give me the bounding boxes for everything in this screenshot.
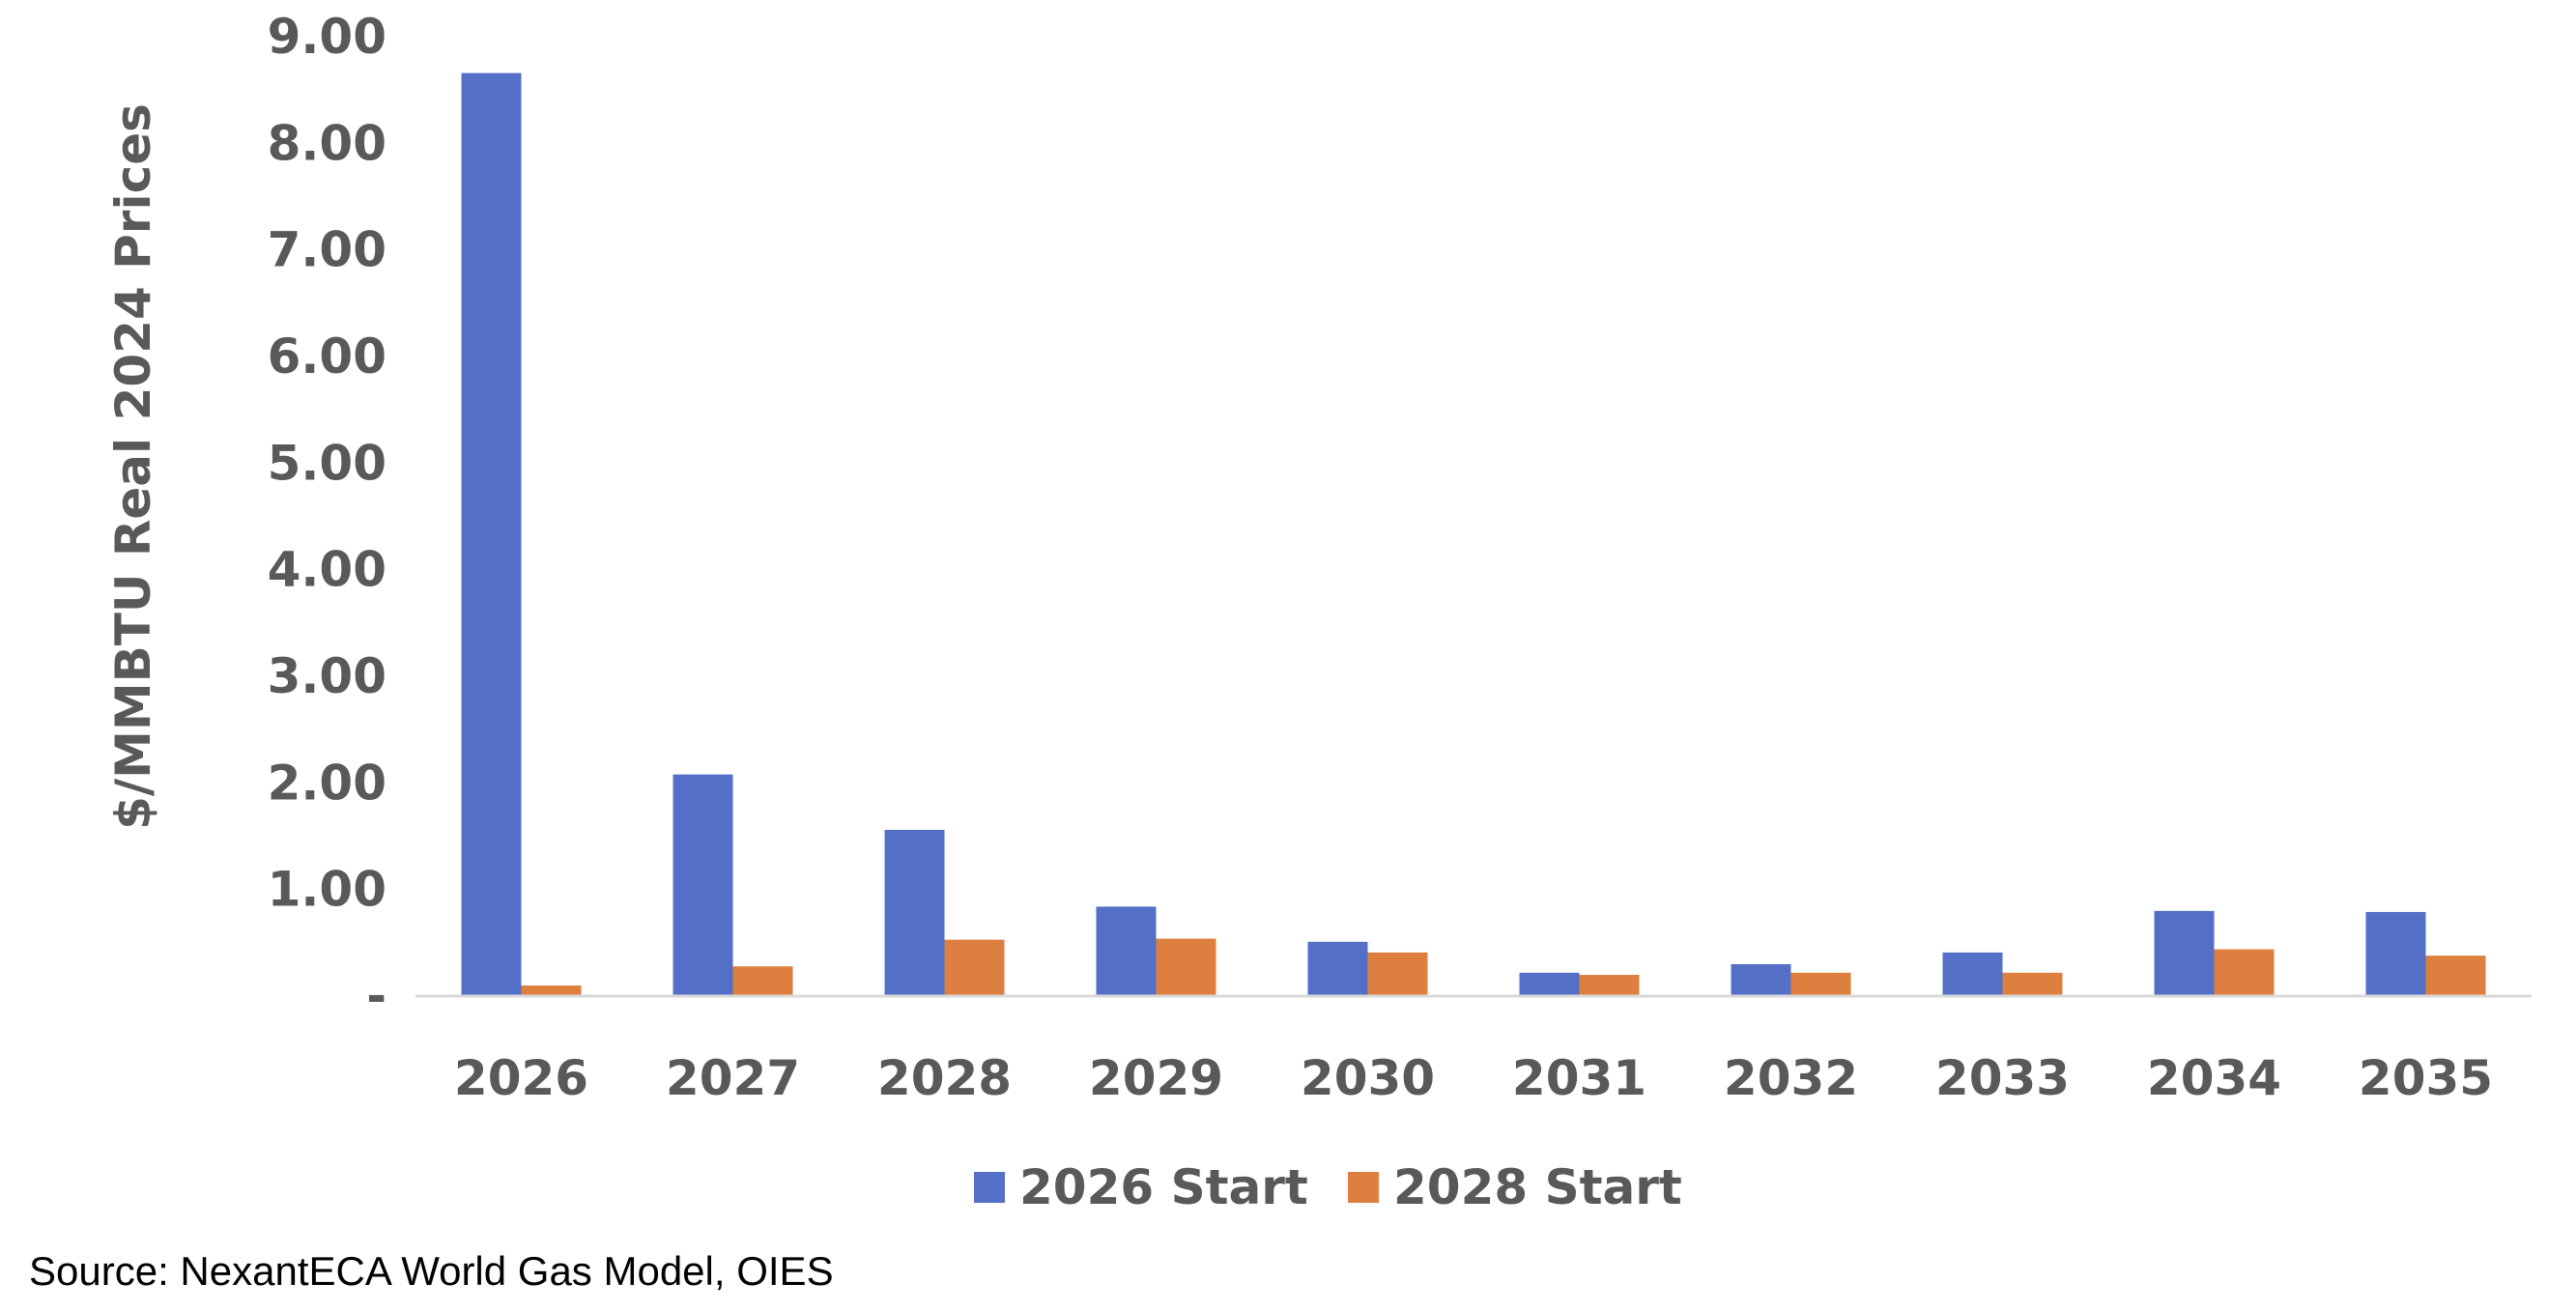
source-note: Source: NexantECA World Gas Model, OIES bbox=[29, 1248, 834, 1294]
bar-2026-start-2035 bbox=[2365, 911, 2426, 995]
bar-2028-start-2031 bbox=[1579, 975, 1640, 995]
x-tick-label: 2028 bbox=[877, 1050, 1012, 1106]
bar-2026-start-2028 bbox=[884, 829, 945, 995]
x-tick-label: 2026 bbox=[454, 1050, 588, 1106]
x-tick-label: 2035 bbox=[2359, 1050, 2493, 1106]
y-tick-label: 1.00 bbox=[268, 862, 386, 918]
bars bbox=[461, 72, 2486, 995]
bar-2028-start-2033 bbox=[2002, 972, 2063, 995]
bar-2026-start-2031 bbox=[1519, 972, 1580, 995]
legend-label: 2026 Start bbox=[1019, 1159, 1308, 1215]
bar-2026-start-2026 bbox=[461, 72, 522, 995]
legend-swatch bbox=[974, 1172, 1005, 1203]
x-tick-label: 2027 bbox=[666, 1050, 800, 1106]
x-tick-label: 2033 bbox=[1935, 1050, 2070, 1106]
x-tick-label: 2034 bbox=[2147, 1050, 2281, 1106]
y-tick-label: 5.00 bbox=[268, 435, 386, 491]
y-tick-label: 9.00 bbox=[268, 9, 386, 65]
bar-2028-start-2030 bbox=[1367, 952, 1428, 995]
bar-2026-start-2030 bbox=[1307, 941, 1368, 995]
bar-2028-start-2029 bbox=[1156, 938, 1216, 995]
y-tick-label: 8.00 bbox=[268, 115, 386, 171]
legend-swatch bbox=[1348, 1172, 1379, 1203]
y-tick-label: 2.00 bbox=[268, 755, 386, 811]
y-tick-label: - bbox=[366, 968, 386, 1024]
y-tick-label: 3.00 bbox=[268, 648, 386, 704]
bar-2028-start-2026 bbox=[521, 985, 582, 995]
y-tick-label: 7.00 bbox=[268, 222, 386, 278]
bar-2028-start-2032 bbox=[1790, 972, 1851, 995]
y-tick-label: 4.00 bbox=[268, 542, 386, 598]
bar-2028-start-2027 bbox=[732, 966, 793, 995]
bar-2028-start-2028 bbox=[944, 939, 1005, 995]
x-tick-label: 2031 bbox=[1512, 1050, 1646, 1106]
x-tick-label: 2032 bbox=[1724, 1050, 1858, 1106]
bar-2026-start-2033 bbox=[1942, 952, 2003, 995]
x-tick-label: 2029 bbox=[1089, 1050, 1223, 1106]
x-axis-ticks: 2026 2027 2028 2029 2030 2031 2032 2033 2034 2035 bbox=[454, 1050, 2493, 1106]
bar-2028-start-2034 bbox=[2214, 949, 2275, 995]
y-axis-title: $/MMBTU Real 2024 Prices bbox=[105, 103, 161, 830]
bar-2026-start-2034 bbox=[2154, 910, 2215, 995]
bar-2028-start-2035 bbox=[2425, 955, 2486, 995]
x-tick-label: 2030 bbox=[1301, 1050, 1435, 1106]
legend-label: 2028 Start bbox=[1393, 1159, 1682, 1215]
bar-2026-start-2027 bbox=[673, 774, 733, 995]
bar-2026-start-2032 bbox=[1731, 964, 1791, 995]
legend: 2026 Start 2028 Start bbox=[974, 1159, 1682, 1215]
y-axis-ticks: - 1.00 2.00 3.00 4.00 5.00 6.00 7.00 8.00 9.00 bbox=[268, 9, 386, 1024]
bar-2026-start-2029 bbox=[1096, 906, 1157, 995]
y-tick-label: 6.00 bbox=[268, 328, 386, 385]
